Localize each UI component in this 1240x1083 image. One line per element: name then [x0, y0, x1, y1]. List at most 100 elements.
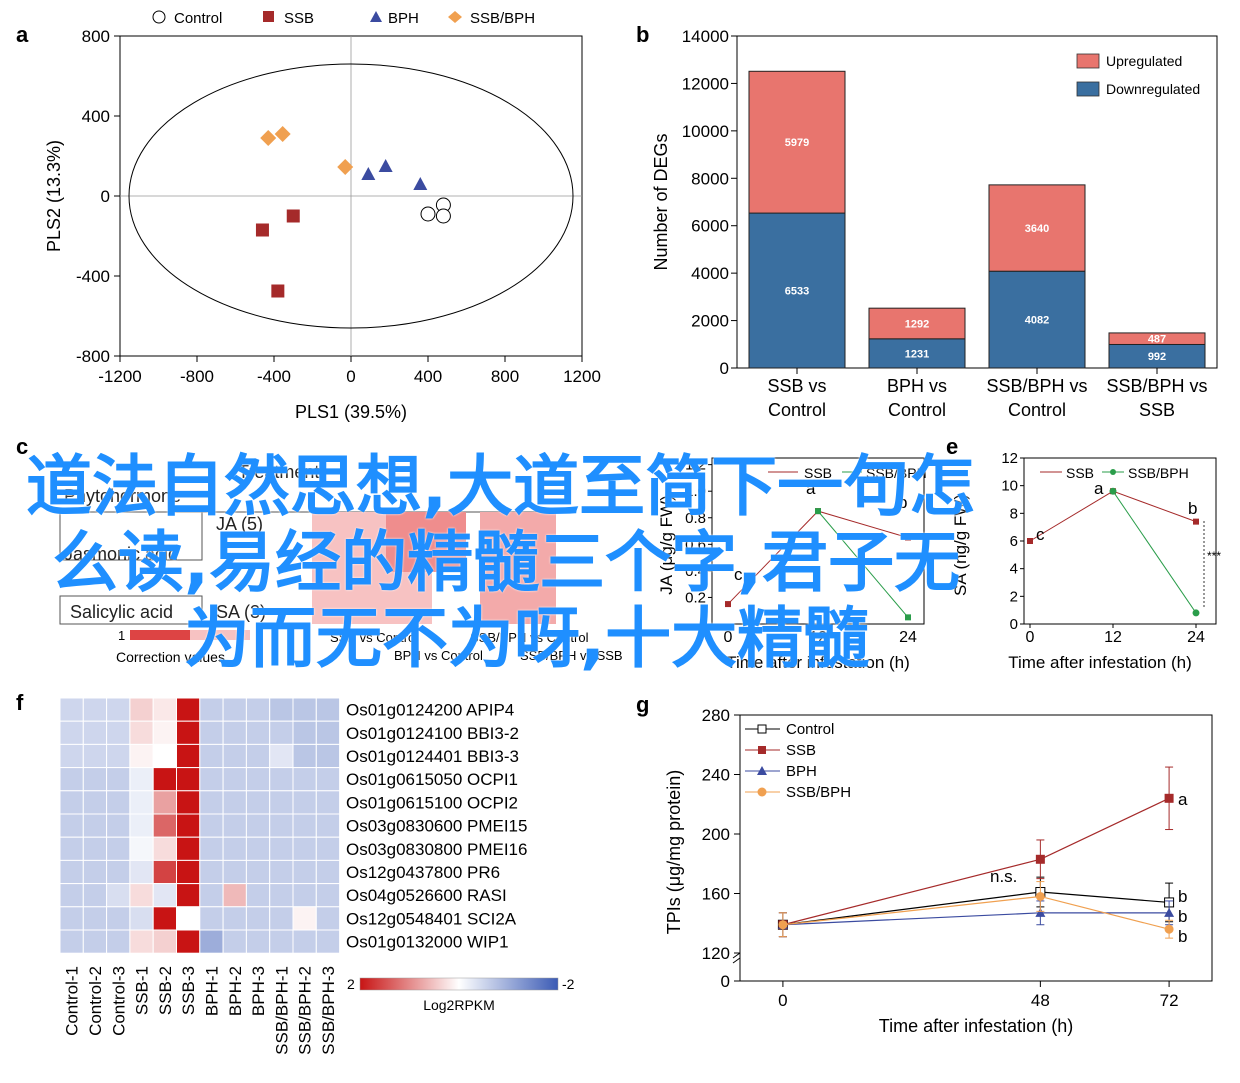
- panel-a-xtick-label: 800: [491, 367, 519, 386]
- heatmap-cell: [59, 790, 84, 815]
- category-label-line2: SSB: [1139, 400, 1175, 420]
- heatmap-column-label: SSB/BPH-2: [296, 966, 315, 1055]
- panel-g-point-ssb: [1035, 854, 1045, 864]
- heatmap-column-label: Control-2: [86, 966, 105, 1036]
- heatmap-cell: [245, 743, 271, 769]
- panel-letter-c: c: [16, 434, 28, 459]
- heatmap-cell: [152, 813, 177, 838]
- heatmap-cell: [199, 720, 224, 745]
- heatmap-cell: [269, 743, 294, 769]
- heatmap-cell: [292, 906, 317, 931]
- panel-e-frame: [1023, 457, 1217, 625]
- panel-d-line-ssb: [727, 510, 909, 605]
- heatmap-cell: [199, 790, 224, 815]
- heatmap-cell: [176, 720, 201, 745]
- heatmap-row-labels: Os01g0124200 APIP4 Os01g0124100 BBI3-2 Os0…: [346, 701, 527, 952]
- heatmap-cell: [269, 720, 294, 745]
- heatmap-cell: [245, 813, 271, 838]
- panel-e-legend-ssbbph: SSB/BPH: [1128, 465, 1189, 481]
- heatmap-cell: [129, 743, 154, 769]
- panel-a-point-bph: [361, 167, 376, 180]
- heatmap-cell: [292, 697, 317, 722]
- panel-a: a -1200 -800 -400 0 400 800 12008004000-400-80…: [16, 10, 601, 422]
- panel-e-letter-b: b: [1188, 499, 1197, 518]
- heatmap-cell: [315, 929, 341, 954]
- panel-a-point-control: [420, 206, 436, 222]
- heatmap-cell: [82, 859, 108, 885]
- heatmap-cell: [106, 697, 131, 722]
- panel-letter-b: b: [636, 22, 649, 47]
- panel-g-line-control: [782, 891, 1170, 926]
- heatmap-cell: [315, 906, 341, 931]
- panel-b-ylabel: Number of DEGs: [651, 133, 671, 270]
- table-heat-cell-2: [386, 512, 466, 572]
- legend-control-marker: [152, 10, 166, 24]
- heatmap-cell: [176, 813, 201, 838]
- panel-g-point-bph: [1164, 907, 1175, 917]
- heatmap-cell: [152, 790, 177, 815]
- panel-d: 0.2 0.4 0.6 0.8 1.0 1.2 0 12 24 JA (μg/g FW) Tim…: [657, 457, 927, 672]
- panel-a-xtick-label: 0: [346, 367, 355, 386]
- heatmap-cell: [315, 813, 341, 838]
- annotation-b2: b: [1178, 907, 1187, 926]
- panel-d-point: [725, 601, 731, 608]
- heatmap-cell: [106, 790, 131, 815]
- panel-d-legend: SSB SSB/BPH: [768, 465, 927, 481]
- legend-g-bph-marker: [757, 766, 767, 775]
- heatmap-cell: [245, 720, 271, 745]
- category-label-line1: SSB vs: [767, 376, 826, 396]
- category-label-line2: Control: [1008, 400, 1066, 420]
- heatmap-cell: [199, 859, 224, 885]
- panel-g-ytick-label: 0: [721, 972, 730, 991]
- heatmap-cell: [222, 859, 247, 885]
- bar-value-label: 1231: [905, 348, 929, 360]
- panel-a-ytick-label: -800: [76, 347, 110, 366]
- heatmap-cell: [222, 906, 247, 931]
- heatmap-cell: [315, 743, 341, 769]
- annotation-b3: b: [1178, 927, 1187, 946]
- panel-d-ylabel: JA (μg/g FW): [657, 495, 676, 595]
- category-label-line1: SSB/BPH vs: [986, 376, 1087, 396]
- heatmap-cell: [129, 813, 154, 838]
- panel-e-xtick-label: 0: [1026, 629, 1035, 646]
- heatmap-cell: [292, 813, 317, 838]
- table-heat-cell-3: [480, 512, 556, 624]
- legend-g-ssbbph: SSB/BPH: [786, 784, 851, 801]
- panel-g-ticks: 0 120 160 200 240 280 0 48 72: [702, 706, 1179, 1010]
- panel-g-point-ssb: [1164, 793, 1174, 803]
- panel-d-xtick-label: 12: [809, 629, 827, 646]
- panel-e-point: [1193, 518, 1199, 525]
- legend-downregulated-swatch: [1076, 81, 1100, 97]
- bar-upregulated: [748, 70, 846, 214]
- heatmap-cell: [199, 813, 224, 838]
- heatmap-cell: [269, 697, 294, 722]
- panel-g-point-ssb-bph: [778, 920, 788, 930]
- panel-a-ytick-label: 400: [82, 107, 110, 126]
- panel-e-lines: [1027, 487, 1200, 617]
- heatmap-cell: [315, 767, 341, 792]
- scale-bar-light: [190, 630, 250, 640]
- panel-a-point-ssb-bph: [274, 126, 291, 142]
- bar-value-label: 992: [1148, 351, 1166, 363]
- panel-e-point: [1192, 609, 1200, 617]
- heatmap-cell: [176, 743, 201, 769]
- heatmap-row-label: Os03g0830800 PMEI16: [346, 840, 527, 859]
- heatmap-cell: [152, 836, 177, 861]
- panel-letter-e: e: [946, 434, 958, 459]
- heatmap-cell: [106, 813, 131, 838]
- heatmap-cell: [82, 767, 108, 792]
- heatmap-cell: [292, 859, 317, 885]
- heatmap-cell: [152, 697, 177, 722]
- heatmap-cell: [176, 859, 201, 885]
- heatmap-cell: [245, 790, 271, 815]
- panel-a-point-bph: [413, 177, 428, 190]
- bar-value-label: 1292: [905, 318, 929, 330]
- panel-b-ytick-label: 6000: [691, 217, 729, 236]
- heatmap-cell: [269, 790, 294, 815]
- heatmap-cell: [59, 743, 84, 769]
- axis-break-mark: [732, 952, 741, 964]
- heatmap-cell: [59, 767, 84, 792]
- panel-a-point-ssb-bph: [337, 159, 354, 175]
- heatmap-cell: [292, 929, 317, 954]
- heatmap-cell: [315, 790, 341, 815]
